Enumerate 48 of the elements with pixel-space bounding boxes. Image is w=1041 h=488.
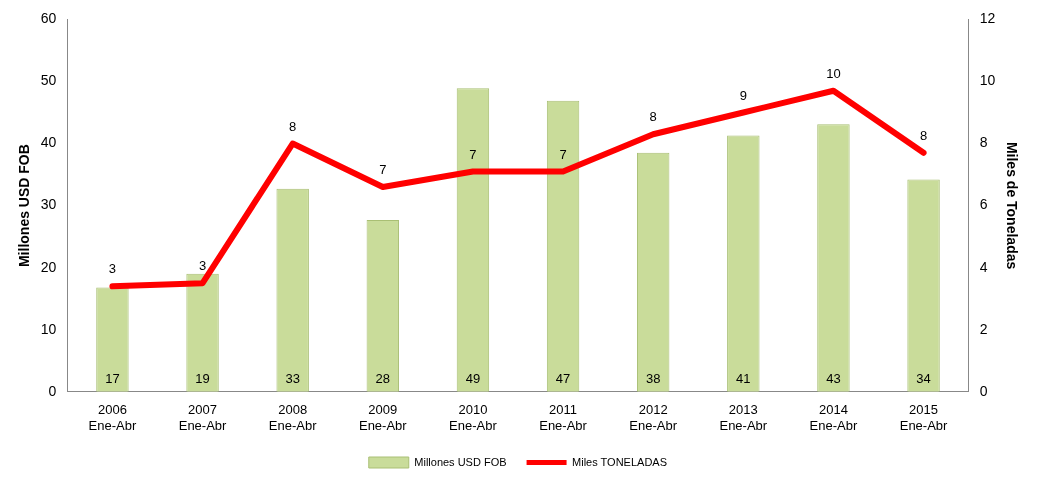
data-label: 19 xyxy=(195,370,210,386)
data-label: 3 xyxy=(198,258,207,274)
y2-tick-label: 6 xyxy=(979,196,988,213)
x-tick-label: 2012 Ene-Abr xyxy=(629,402,678,433)
data-label: 47 xyxy=(555,370,571,386)
y2-axis-title: Miles de Toneladas xyxy=(1003,141,1020,270)
y-tick-label: 0 xyxy=(48,382,57,399)
x-tick-label: 2008 Ene-Abr xyxy=(268,402,318,433)
x-tick-label: 2015 Ene-Abr xyxy=(899,402,949,433)
data-label: 43 xyxy=(826,370,841,386)
x-tick-label: 2007 Ene-Abr xyxy=(178,402,228,433)
y-tick-label: 30 xyxy=(40,196,57,213)
data-label: 41 xyxy=(736,370,751,386)
data-label: 34 xyxy=(916,370,931,386)
data-label: 9 xyxy=(739,87,747,103)
x-tick-label: 2013 Ene-Abr xyxy=(719,402,768,433)
data-label: 7 xyxy=(559,146,567,162)
data-label: 49 xyxy=(465,370,481,386)
y-tick-label: 50 xyxy=(40,72,57,89)
y-tick-label: 10 xyxy=(40,320,57,337)
y-axis-title: Millones USD FOB xyxy=(16,144,33,268)
y-tick-label: 20 xyxy=(40,258,57,275)
data-label: 8 xyxy=(649,109,657,125)
y2-tick-label: 2 xyxy=(979,320,988,337)
x-tick-label: 2006 Ene-Abr xyxy=(88,402,137,433)
y-tick-label: 60 xyxy=(40,10,57,27)
data-label: 8 xyxy=(919,127,928,143)
x-tick-label: 2014 Ene-Abr xyxy=(809,402,858,433)
data-label: 8 xyxy=(289,118,297,134)
data-label: 33 xyxy=(285,370,300,386)
data-label: 38 xyxy=(645,370,661,386)
y2-tick-label: 10 xyxy=(979,72,996,89)
y2-tick-label: 0 xyxy=(979,382,988,399)
y-tick-label: 40 xyxy=(40,134,57,151)
x-tick-label: 2010 Ene-Abr xyxy=(449,402,498,433)
y2-tick-label: 12 xyxy=(979,10,996,27)
data-label: 7 xyxy=(469,146,477,162)
data-label: 7 xyxy=(379,162,387,178)
x-tick-label: 2011 Ene-Abr xyxy=(539,402,588,433)
data-label: 28 xyxy=(375,370,391,386)
x-tick-label: 2009 Ene-Abr xyxy=(358,402,408,433)
y2-tick-label: 8 xyxy=(979,134,988,151)
data-label: 17 xyxy=(105,370,120,386)
legend-label: Miles TONELADAS xyxy=(572,455,668,468)
y2-tick-label: 4 xyxy=(979,258,988,275)
data-label: 10 xyxy=(826,65,841,81)
legend-label: Millones USD FOB xyxy=(414,455,507,468)
data-label: 3 xyxy=(108,261,117,277)
